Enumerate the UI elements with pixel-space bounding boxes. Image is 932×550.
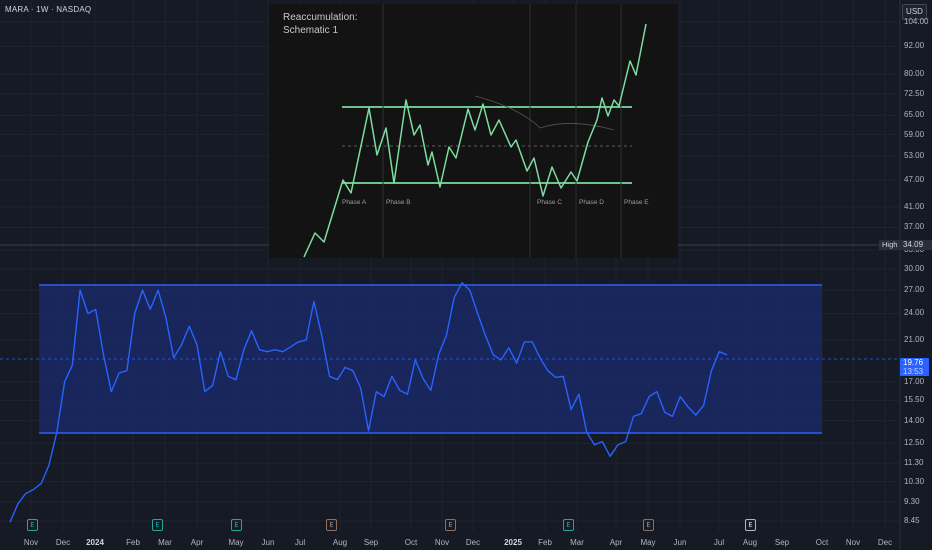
price-tick: 59.00: [904, 129, 925, 139]
time-tick: Dec: [877, 538, 893, 547]
phase-a-label: Phase A: [342, 199, 367, 206]
time-tick: Apr: [190, 538, 204, 547]
price-tick: 47.00: [904, 174, 925, 184]
time-tick: 2025: [504, 538, 522, 547]
time-tick: Dec: [55, 538, 71, 547]
price-tick: 8.45: [904, 516, 920, 525]
high-price-badge: 34.09: [900, 240, 932, 250]
inset-title: Reaccumulation: Schematic 1: [283, 11, 357, 37]
earnings-icon[interactable]: E: [745, 519, 756, 531]
price-tick: 17.00: [904, 377, 925, 387]
time-tick: Feb: [538, 538, 552, 547]
high-label: High: [879, 240, 901, 250]
price-tick: 92.00: [904, 41, 925, 51]
time-tick: Jun: [673, 538, 687, 547]
time-tick: May: [228, 538, 244, 547]
schematic-inset: [269, 4, 678, 258]
currency-button[interactable]: USD: [902, 4, 927, 20]
time-tick: 2024: [86, 538, 104, 547]
earnings-icon[interactable]: E: [643, 519, 654, 531]
schematic-guide-curve: [474, 95, 615, 131]
price-tick: 80.00: [904, 69, 925, 79]
earnings-icon[interactable]: E: [326, 519, 337, 531]
time-tick: Aug: [332, 538, 348, 547]
price-tick: 24.00: [904, 308, 925, 318]
earnings-icon[interactable]: E: [445, 519, 456, 531]
phase-b-label: Phase B: [386, 199, 411, 206]
time-tick: Sep: [774, 538, 790, 547]
price-tick: 9.30: [904, 496, 920, 506]
earnings-icon[interactable]: E: [152, 519, 163, 531]
price-tick: 10.30: [904, 476, 925, 486]
price-tick: 72.50: [904, 88, 925, 98]
last-price-value: 19.76: [903, 358, 924, 367]
price-tick: 65.00: [904, 110, 925, 120]
price-tick: 37.00: [904, 222, 925, 232]
time-tick: Mar: [158, 538, 172, 547]
price-tick: 104.00: [904, 17, 929, 26]
earnings-icon[interactable]: E: [27, 519, 38, 531]
inset-title-line1: Reaccumulation:: [283, 12, 358, 23]
price-tick: 27.00: [904, 285, 925, 295]
inset-title-line2: Schematic 1: [283, 25, 339, 36]
time-tick: Jul: [294, 538, 306, 547]
earnings-icon[interactable]: E: [231, 519, 242, 531]
schematic-path-line: [303, 23, 647, 258]
price-tick: 53.00: [904, 151, 925, 160]
time-tick: Jul: [713, 538, 725, 547]
price-tick: 11.30: [904, 458, 924, 468]
time-tick: Sep: [363, 538, 379, 547]
time-tick: May: [640, 538, 656, 547]
time-tick: Oct: [815, 538, 829, 547]
time-tick: Oct: [404, 538, 418, 547]
price-tick: 12.50: [904, 438, 925, 448]
earnings-icon[interactable]: E: [563, 519, 574, 531]
price-tick: 14.00: [904, 415, 925, 425]
chart-title: MARA · 1W · NASDAQ: [5, 5, 92, 14]
price-tick: 21.00: [904, 335, 925, 345]
inset-background: [269, 4, 678, 258]
price-tick: 41.00: [904, 202, 925, 212]
price-tick: 15.50: [904, 395, 925, 405]
phase-c-label: Phase C: [537, 199, 562, 206]
time-tick: Aug: [742, 538, 758, 547]
price-series-line: [9, 282, 728, 523]
time-tick: Mar: [570, 538, 584, 547]
phase-e-label: Phase E: [624, 199, 649, 206]
time-tick: Nov: [434, 538, 450, 547]
time-tick: Apr: [609, 538, 623, 547]
last-price-badge: 19.76 13:53: [900, 358, 929, 376]
last-price-countdown: 13:53: [903, 367, 924, 376]
time-tick: Jun: [261, 538, 275, 547]
price-tick: 30.00: [904, 264, 925, 274]
time-tick: Dec: [465, 538, 481, 547]
time-tick: Nov: [845, 538, 861, 547]
time-tick: Nov: [23, 538, 39, 547]
time-tick: Feb: [126, 538, 140, 547]
phase-d-label: Phase D: [579, 199, 604, 206]
